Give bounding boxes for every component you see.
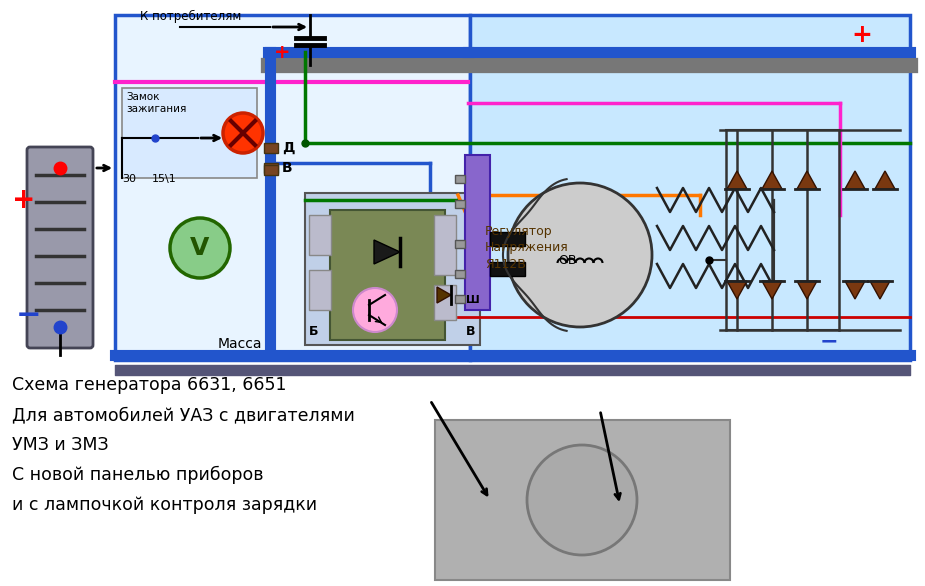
- Polygon shape: [437, 287, 451, 303]
- Bar: [305, 193, 480, 345]
- Text: В: В: [282, 161, 292, 175]
- Bar: [434, 285, 456, 320]
- Bar: [465, 155, 490, 310]
- Bar: [115, 15, 470, 360]
- Circle shape: [508, 183, 652, 327]
- Text: +: +: [274, 43, 290, 62]
- Text: 30: 30: [122, 174, 136, 184]
- Bar: [122, 88, 257, 178]
- Polygon shape: [845, 171, 865, 189]
- Text: Для автомобилей УАЗ с двигателями: Для автомобилей УАЗ с двигателями: [12, 406, 355, 424]
- Bar: [330, 210, 445, 340]
- Text: 15\1: 15\1: [152, 174, 177, 184]
- Text: УМЗ и ЗМЗ: УМЗ и ЗМЗ: [12, 436, 108, 454]
- Text: С новой панелью приборов: С новой панелью приборов: [12, 466, 264, 484]
- Circle shape: [223, 113, 263, 153]
- Bar: [490, 262, 525, 276]
- Bar: [309, 270, 331, 310]
- Text: ОВ: ОВ: [558, 254, 576, 267]
- Bar: [309, 215, 331, 255]
- Text: и с лампочкой контроля зарядки: и с лампочкой контроля зарядки: [12, 496, 317, 514]
- Circle shape: [527, 445, 637, 555]
- Bar: [455, 270, 465, 278]
- Text: Б: Б: [309, 325, 318, 338]
- Text: +: +: [852, 23, 872, 47]
- Bar: [264, 143, 278, 153]
- Polygon shape: [727, 171, 747, 189]
- Bar: [435, 420, 730, 580]
- Text: −: −: [16, 301, 42, 329]
- Text: Масса: Масса: [218, 337, 263, 351]
- FancyBboxPatch shape: [27, 147, 93, 348]
- Bar: [490, 232, 525, 246]
- Text: Регулятор
Напряжения
Я112В: Регулятор Напряжения Я112В: [485, 224, 569, 271]
- Bar: [455, 295, 465, 303]
- Bar: [434, 215, 456, 275]
- Polygon shape: [762, 281, 782, 299]
- Bar: [455, 175, 465, 183]
- Text: Д: Д: [282, 141, 294, 155]
- Polygon shape: [797, 281, 817, 299]
- Bar: [470, 15, 910, 360]
- Bar: [455, 240, 465, 248]
- Text: зажигания: зажигания: [126, 104, 186, 114]
- Bar: [455, 200, 465, 208]
- Polygon shape: [727, 281, 747, 299]
- Text: +: +: [12, 186, 35, 214]
- Text: Ш: Ш: [466, 295, 480, 305]
- Text: В: В: [466, 325, 475, 338]
- Text: −: −: [820, 331, 839, 351]
- Text: Схема генератора 6631, 6651: Схема генератора 6631, 6651: [12, 376, 287, 394]
- Polygon shape: [374, 240, 400, 264]
- Circle shape: [353, 288, 397, 332]
- Polygon shape: [845, 281, 865, 299]
- Polygon shape: [797, 171, 817, 189]
- Text: Замок: Замок: [126, 92, 159, 102]
- Circle shape: [170, 218, 230, 278]
- Text: К потребителям: К потребителям: [140, 10, 241, 23]
- Polygon shape: [870, 281, 890, 299]
- Bar: [264, 165, 278, 175]
- Polygon shape: [762, 171, 782, 189]
- Text: V: V: [191, 236, 210, 260]
- Polygon shape: [875, 171, 895, 189]
- Bar: [264, 163, 278, 173]
